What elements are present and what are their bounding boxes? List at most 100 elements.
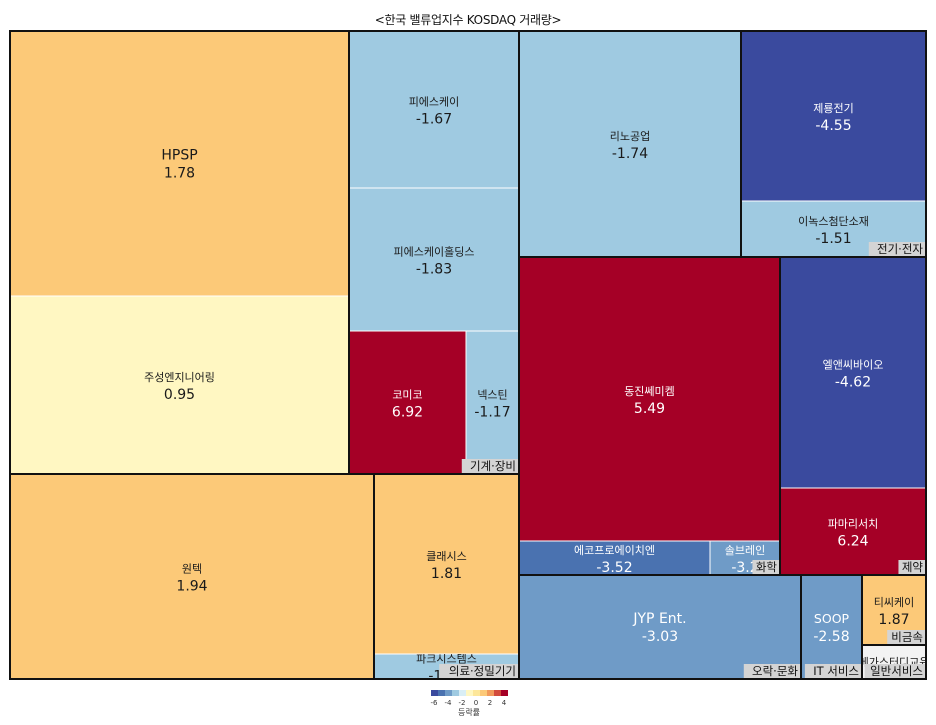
- tile-name: HPSP: [161, 148, 197, 164]
- tile-rect: [349, 188, 519, 331]
- tile-value: 0.95: [164, 387, 195, 403]
- tile-name: 에코프로에이치엔: [574, 544, 655, 557]
- tile-value: -3.2: [731, 560, 758, 576]
- tile-value: -1.83: [416, 262, 452, 278]
- tile-name: 파마리서치: [828, 518, 879, 531]
- legend-tick: 4: [502, 699, 507, 707]
- sector-label-bg: [804, 664, 861, 678]
- tile-name: 티씨케이: [874, 596, 914, 609]
- tile-value: -1.67: [416, 112, 452, 128]
- sector-label: 기계·장비: [470, 459, 516, 473]
- tile-name: 코미코: [392, 389, 422, 402]
- tile-name: 원텍: [182, 563, 202, 576]
- tile-value: -1.74: [612, 146, 648, 162]
- tile-name: 솔브레인: [725, 544, 765, 557]
- treemap-tile: 피에스케이 -1.67: [349, 31, 519, 188]
- treemap-tile: JYP Ent. -3.03: [519, 575, 801, 679]
- sector-label: 일반서비스: [870, 664, 923, 678]
- tile-value: -3.52: [596, 560, 632, 576]
- tile-value: 5.49: [634, 401, 665, 417]
- tile-rect: [10, 31, 349, 296]
- tile-rect: [519, 541, 710, 575]
- treemap-tile: 코미코 6.92: [349, 331, 466, 474]
- treemap-tile: 주성엔지니어링 0.95: [10, 296, 349, 474]
- tile-value: -2.58: [813, 629, 849, 645]
- tile-value: -3.03: [642, 629, 678, 645]
- treemap-frame: [9, 30, 927, 680]
- tile-name: 리노공업: [610, 130, 650, 143]
- tile-name: 엘앤씨바이오: [823, 359, 884, 372]
- tile-name: 피에스케이: [409, 96, 460, 109]
- legend-swatch: [452, 690, 459, 696]
- treemap-tile: 동진쎄미켐 5.49: [519, 257, 780, 541]
- sector-label-bg: [439, 664, 518, 678]
- tile-rect: [466, 331, 519, 474]
- legend-swatch: [480, 690, 487, 696]
- tile-name: 클래시스: [426, 550, 466, 563]
- tile-value: -1.17: [474, 405, 510, 421]
- tile-rect: [10, 474, 374, 679]
- tile-value: -4.55: [815, 118, 851, 134]
- sector-label-bg: [868, 242, 925, 256]
- treemap-tile: 피에스케이홀딩스 -1.83: [349, 188, 519, 331]
- tile-rect: [519, 31, 741, 257]
- tile-rect: [801, 575, 862, 679]
- treemap-tile: 넥스틴 -1.17: [466, 331, 519, 474]
- treemap-tile: SOOP -2.58: [801, 575, 862, 679]
- sector-label-bg: [752, 560, 779, 574]
- legend-swatch: [487, 690, 494, 696]
- tile-rect: [519, 575, 801, 679]
- tile-name: 주성엔지니어링: [144, 371, 215, 384]
- tile-name: 넥스틴: [477, 389, 507, 402]
- sector-label: 의료·정밀기기: [449, 664, 516, 678]
- tile-rect: [780, 257, 926, 488]
- tile-name: 이녹스첨단소재: [798, 215, 869, 228]
- sector-label: 비금속: [891, 630, 923, 644]
- tile-rect: [349, 31, 519, 188]
- legend-swatch: [466, 690, 473, 696]
- sector-label-bg: [887, 630, 925, 644]
- tiles-layer: HPSP1.78주성엔지니어링0.95원텍1.94피에스케이-1.67피에스케이…: [10, 31, 926, 679]
- tile-rect: [374, 474, 519, 654]
- tile-value: 6.92: [392, 405, 423, 421]
- sector-label: 화학: [756, 560, 778, 574]
- tile-value: 1.94: [176, 579, 207, 595]
- legend-tick: -4: [445, 699, 453, 707]
- legend-swatch: [501, 690, 508, 696]
- legend-title: 등락률: [458, 707, 480, 717]
- legend-tick: -6: [431, 699, 439, 707]
- color-legend: -6 -4 -2 0 2 4 등락률: [431, 690, 508, 717]
- tile-value: -1.51: [815, 231, 851, 247]
- tile-name: SOOP: [814, 611, 850, 626]
- sector-label: 전기·전자: [877, 242, 923, 256]
- treemap-tile: 이녹스첨단소재 -1.51: [741, 201, 926, 257]
- tile-rect: [741, 31, 926, 201]
- legend-swatch: [445, 690, 452, 696]
- sector-label: 오락·문화: [752, 664, 798, 678]
- legend-swatch: [494, 690, 501, 696]
- sector-label: 제약: [902, 560, 924, 574]
- chart-title: <한국 밸류업지수 KOSDAQ 거래량>: [374, 13, 562, 27]
- treemap-tile: 엘앤씨바이오 -4.62: [780, 257, 926, 488]
- legend-swatch: [459, 690, 466, 696]
- legend-swatch: [473, 690, 480, 696]
- legend-swatch: [431, 690, 438, 696]
- legend-swatch: [438, 690, 445, 696]
- tile-rect: [349, 331, 466, 474]
- sector-label-bg: [898, 560, 925, 574]
- sector-label-bg: [743, 664, 800, 678]
- tile-name: JYP Ent.: [632, 611, 686, 627]
- tile-rect: [10, 296, 349, 474]
- tile-value: 1.87: [878, 612, 909, 628]
- treemap-tile: HPSP 1.78: [10, 31, 349, 296]
- tile-value: 6.24: [837, 534, 868, 550]
- treemap-tile: 에코프로에이치엔 -3.52: [519, 541, 710, 576]
- treemap-tile: 원텍 1.94: [10, 474, 374, 679]
- legend-tick: 0: [474, 699, 478, 707]
- tile-name: 동진쎄미켐: [624, 385, 675, 398]
- sector-label-bg: [864, 664, 925, 678]
- tile-name: 파크시스템스: [416, 653, 477, 666]
- treemap-tile: 제룡전기 -4.55: [741, 31, 926, 201]
- legend-tick: -2: [459, 699, 466, 707]
